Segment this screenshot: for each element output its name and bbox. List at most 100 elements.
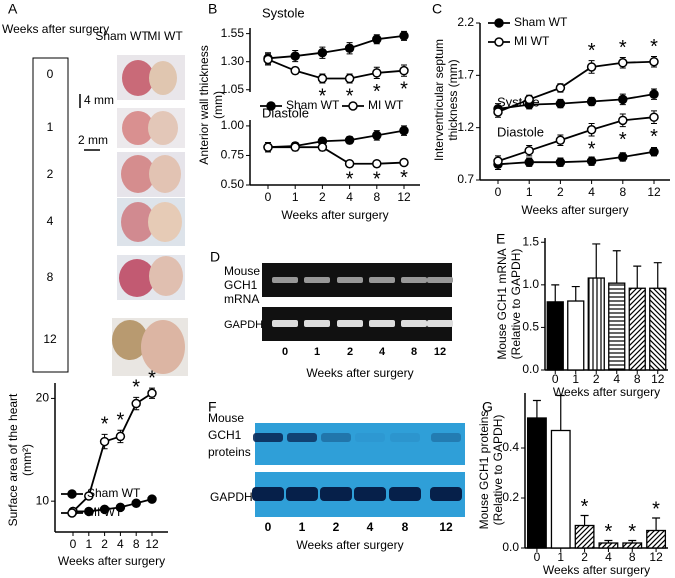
legend-marker [67, 508, 77, 518]
x-tick-label: 2 [557, 185, 564, 199]
significance: * [652, 498, 660, 520]
point [555, 98, 566, 109]
band [272, 320, 298, 327]
band [304, 320, 330, 327]
panel-label: B [208, 1, 217, 17]
band [401, 277, 427, 283]
column-label: Sham WT [95, 29, 149, 43]
panel-label: A [8, 1, 18, 17]
band [286, 487, 318, 501]
point [290, 142, 300, 152]
panel-label: D [210, 249, 220, 265]
significance: * [588, 138, 596, 160]
point [317, 142, 328, 152]
x-tick-label: 12 [647, 185, 661, 199]
lane-label: 12 [439, 520, 453, 534]
significance: * [346, 168, 354, 190]
band [369, 320, 395, 327]
gel-row-label: GAPDH [210, 490, 253, 504]
y-axis-label: Anterior wall thickness [197, 45, 211, 164]
point [618, 58, 628, 68]
bar [567, 300, 585, 371]
row-label: 4 [47, 214, 54, 228]
significance: * [400, 79, 408, 101]
bar [649, 287, 667, 371]
heart-photos [32, 55, 188, 376]
band [320, 487, 352, 501]
band [369, 277, 395, 283]
point [649, 146, 659, 157]
scale-label: 2 mm [78, 133, 108, 147]
y-tick-label: 1.55 [221, 26, 245, 40]
band [304, 277, 330, 283]
line [497, 93, 655, 110]
y-tick-label: 1.7 [457, 68, 474, 82]
point [618, 152, 628, 162]
x-axis-label: Weeks after surgery [553, 385, 660, 399]
band [321, 433, 351, 442]
gel-row-label: proteins [208, 445, 251, 459]
x-tick-label: 12 [649, 550, 663, 564]
y-tick-label: 0.0 [522, 362, 539, 376]
lane-label: 1 [314, 346, 320, 358]
panel-label: C [432, 1, 442, 17]
point [586, 125, 597, 135]
y-tick-label: 2.2 [457, 15, 474, 29]
significance: * [319, 85, 327, 107]
bar [598, 542, 619, 549]
y-tick-label: 0.5 [522, 320, 539, 334]
legend-label: Sham WT [286, 98, 340, 112]
point [555, 83, 566, 93]
row-label: 2 [47, 167, 54, 181]
point [649, 89, 659, 99]
band [390, 433, 420, 442]
legend-label: MI WT [514, 34, 550, 48]
line [267, 129, 405, 149]
x-axis-label: Weeks after surgery [543, 563, 650, 577]
significance: * [605, 521, 613, 543]
point [84, 506, 94, 517]
point [84, 491, 94, 501]
x-tick-label: 4 [346, 190, 353, 204]
x-tick-label: 8 [133, 537, 140, 551]
y-tick-label: 0.4 [502, 440, 519, 454]
point [263, 142, 273, 152]
significance: * [650, 36, 658, 58]
bar [628, 287, 646, 371]
point [147, 388, 157, 399]
point [524, 94, 534, 105]
y-tick-label: 0.2 [502, 490, 519, 504]
y-axis-label: (Relative to GAPDH) [491, 415, 505, 526]
row-label: 12 [43, 332, 57, 346]
x-tick-label: 1 [526, 185, 533, 199]
header: Weeks after surgery [2, 22, 109, 36]
line [268, 146, 405, 165]
bar [587, 277, 605, 371]
line [267, 34, 405, 60]
x-axis-label: Weeks after surgery [58, 554, 165, 568]
legend-marker [67, 489, 77, 499]
y-axis-label: Surface area of the heart [6, 393, 20, 526]
significance: * [373, 168, 381, 190]
line [497, 150, 655, 166]
point [344, 135, 355, 145]
point [344, 43, 355, 53]
legend-label: Sham WT [514, 15, 568, 29]
x-tick-label: 1 [557, 550, 564, 564]
band [355, 433, 385, 442]
point [290, 65, 300, 76]
x-tick-label: 12 [651, 372, 665, 386]
x-tick-label: 8 [373, 190, 380, 204]
x-tick-label: 1 [292, 190, 299, 204]
point [555, 135, 566, 145]
x-tick-label: 12 [145, 537, 159, 551]
point [317, 47, 328, 58]
y-tick-label: 1.30 [221, 54, 245, 68]
lane-label: 1 [299, 520, 306, 534]
significance: * [117, 410, 125, 432]
point [372, 68, 382, 78]
error-bar [532, 399, 541, 418]
y-axis-label: Mouse GCH1 mRNA [495, 248, 509, 359]
x-tick-label: 4 [588, 185, 595, 199]
panel-label: G [482, 399, 493, 415]
